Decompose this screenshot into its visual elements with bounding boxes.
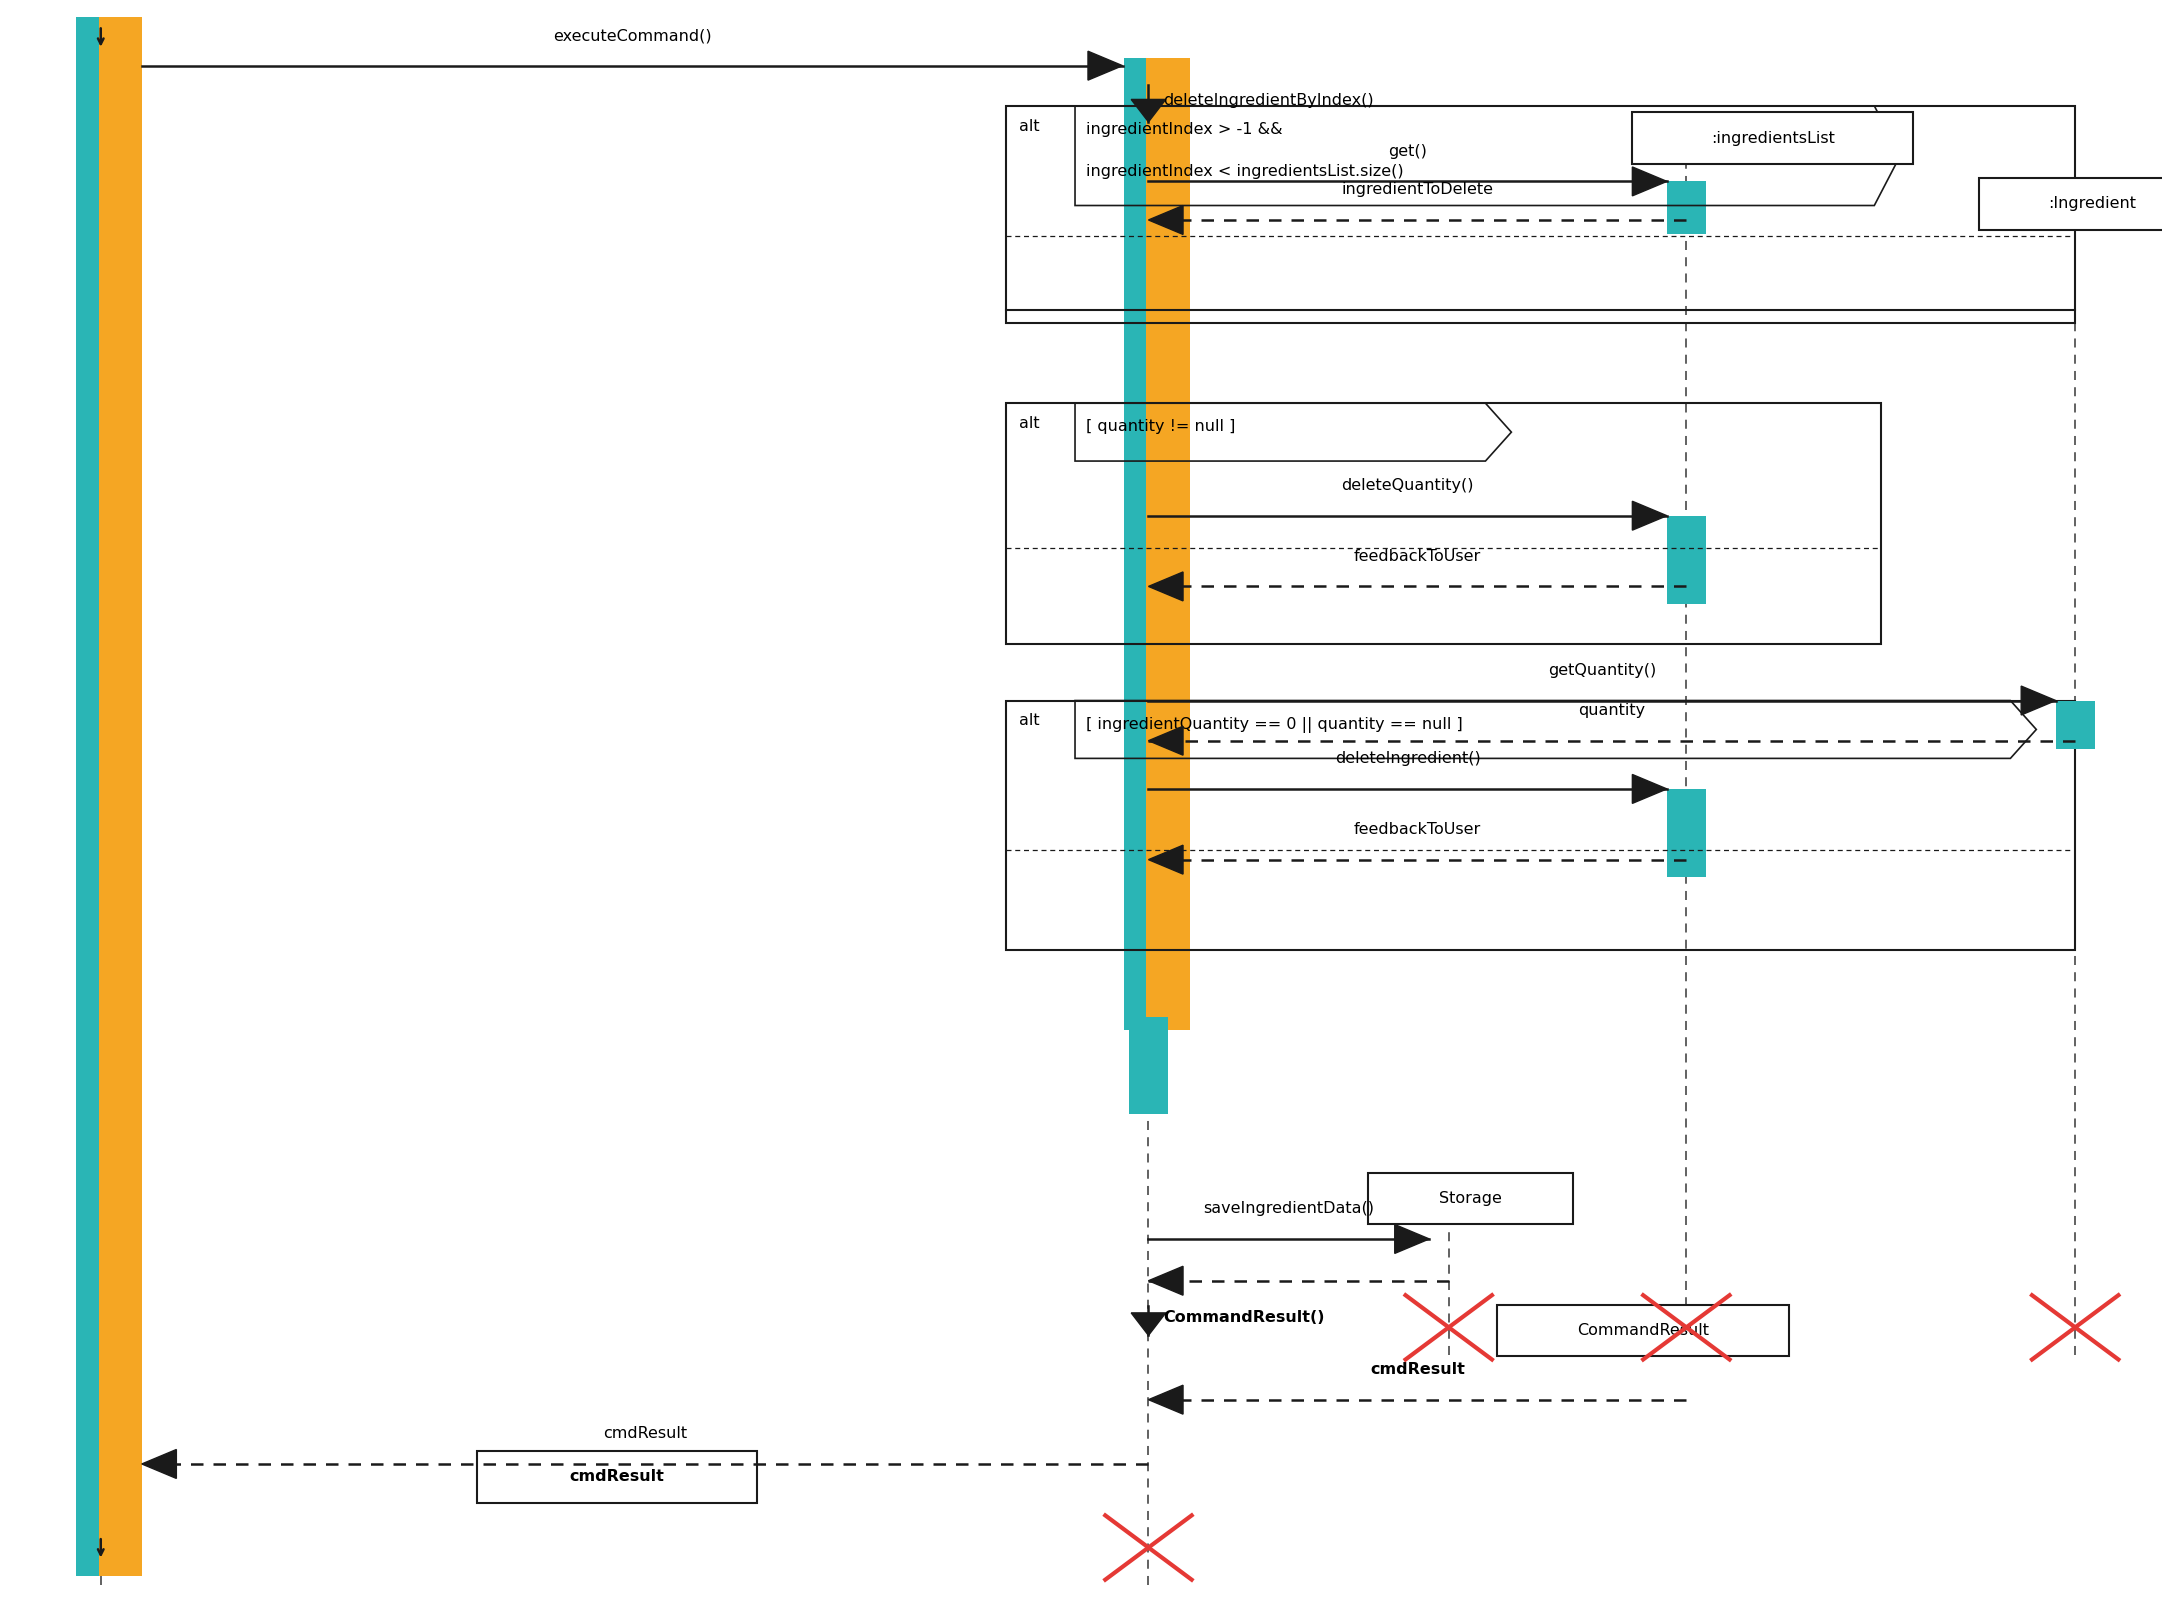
Polygon shape	[1149, 1267, 1183, 1294]
Text: quantity: quantity	[1579, 704, 1646, 718]
Polygon shape	[1633, 167, 1668, 196]
Bar	[1006, 402, 1882, 644]
Bar	[1668, 515, 1707, 604]
Text: ingredientIndex > -1 &&: ingredientIndex > -1 &&	[1086, 122, 1283, 137]
Polygon shape	[1395, 1225, 1430, 1254]
Polygon shape	[1088, 52, 1123, 80]
Bar	[1129, 1018, 1168, 1114]
FancyBboxPatch shape	[476, 1451, 757, 1502]
Text: alt: alt	[1019, 119, 1040, 134]
Text: ingredientIndex < ingredientsList.size(): ingredientIndex < ingredientsList.size()	[1086, 164, 1404, 179]
Text: getQuantity(): getQuantity()	[1549, 663, 1657, 678]
FancyBboxPatch shape	[1633, 113, 1914, 164]
Text: alt: alt	[1019, 713, 1040, 728]
Text: deleteIngredientByIndex(): deleteIngredientByIndex()	[1164, 93, 1374, 108]
Text: deleteQuantity(): deleteQuantity()	[1341, 478, 1473, 493]
Bar	[1668, 182, 1707, 235]
Text: deleteIngredient(): deleteIngredient()	[1335, 752, 1479, 766]
FancyBboxPatch shape	[1497, 1304, 1789, 1356]
Text: [ quantity != null ]: [ quantity != null ]	[1086, 419, 1235, 435]
Text: :ingredientsList: :ingredientsList	[1711, 130, 1834, 145]
Text: saveIngredientData(): saveIngredientData()	[1203, 1201, 1374, 1217]
Polygon shape	[1149, 206, 1183, 235]
Text: feedbackToUser: feedbackToUser	[1354, 549, 1482, 563]
Text: :Ingredient: :Ingredient	[2048, 196, 2137, 211]
Bar	[1006, 106, 2074, 324]
Polygon shape	[1633, 774, 1668, 803]
FancyBboxPatch shape	[1979, 179, 2163, 230]
Text: alt: alt	[1019, 415, 1040, 431]
Text: CommandResult: CommandResult	[1577, 1323, 1709, 1338]
Bar	[99, 18, 143, 1576]
Text: ingredientToDelete: ingredientToDelete	[1341, 182, 1492, 198]
Polygon shape	[1149, 572, 1183, 601]
Text: cmdResult: cmdResult	[603, 1426, 688, 1441]
FancyBboxPatch shape	[1367, 1174, 1573, 1225]
Bar	[1146, 58, 1190, 1030]
Text: CommandResult(): CommandResult()	[1164, 1311, 1326, 1325]
Bar	[1006, 700, 2074, 950]
Text: cmdResult: cmdResult	[1369, 1362, 1464, 1377]
Text: get(): get()	[1389, 143, 1428, 159]
Text: feedbackToUser: feedbackToUser	[1354, 823, 1482, 837]
Polygon shape	[1633, 501, 1668, 530]
Bar	[2055, 700, 2094, 749]
Polygon shape	[2020, 686, 2055, 715]
Bar	[1668, 789, 1707, 877]
Polygon shape	[143, 1449, 177, 1478]
Bar	[76, 18, 99, 1576]
Polygon shape	[1131, 1312, 1166, 1335]
Text: cmdResult: cmdResult	[569, 1470, 664, 1484]
Polygon shape	[1149, 726, 1183, 755]
Polygon shape	[1149, 1385, 1183, 1414]
Text: Storage: Storage	[1438, 1191, 1501, 1206]
Polygon shape	[1131, 100, 1166, 122]
Polygon shape	[1149, 845, 1183, 874]
Text: [ ingredientQuantity == 0 || quantity == null ]: [ ingredientQuantity == 0 || quantity ==…	[1086, 716, 1462, 733]
Text: executeCommand(): executeCommand()	[554, 29, 712, 43]
Bar	[1123, 58, 1146, 1030]
